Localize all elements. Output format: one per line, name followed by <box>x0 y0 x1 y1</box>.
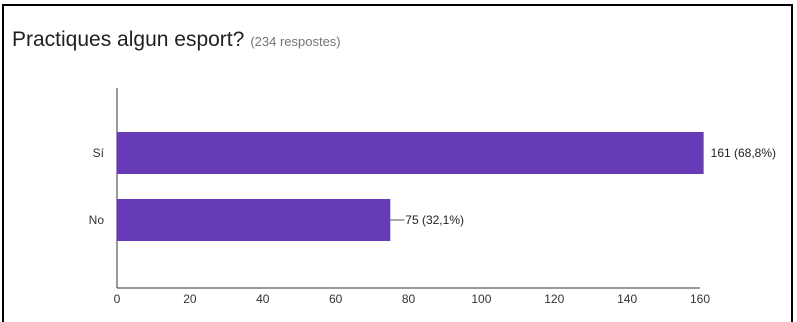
response-count: (234 respostes) <box>250 34 341 49</box>
category-label: Sí <box>93 146 105 160</box>
x-tick-label: 40 <box>256 292 270 306</box>
chart-title: Practiques algun esport? <box>12 28 245 51</box>
x-tick-label: 160 <box>690 292 710 306</box>
x-tick-label: 60 <box>329 292 343 306</box>
title-row: Practiques algun esport? (234 respostes) <box>12 28 341 52</box>
x-tick-label: 0 <box>114 292 121 306</box>
x-tick-label: 80 <box>402 292 416 306</box>
x-tick-label: 140 <box>617 292 637 306</box>
x-tick-label: 120 <box>544 292 564 306</box>
x-tick-label: 100 <box>471 292 491 306</box>
x-tick-label: 20 <box>183 292 197 306</box>
bar-0 <box>117 132 704 174</box>
bar-1 <box>117 199 391 241</box>
data-label: 75 (32,1%) <box>405 213 464 227</box>
data-label: 161 (68,8%) <box>711 146 776 160</box>
category-label: No <box>89 213 105 227</box>
